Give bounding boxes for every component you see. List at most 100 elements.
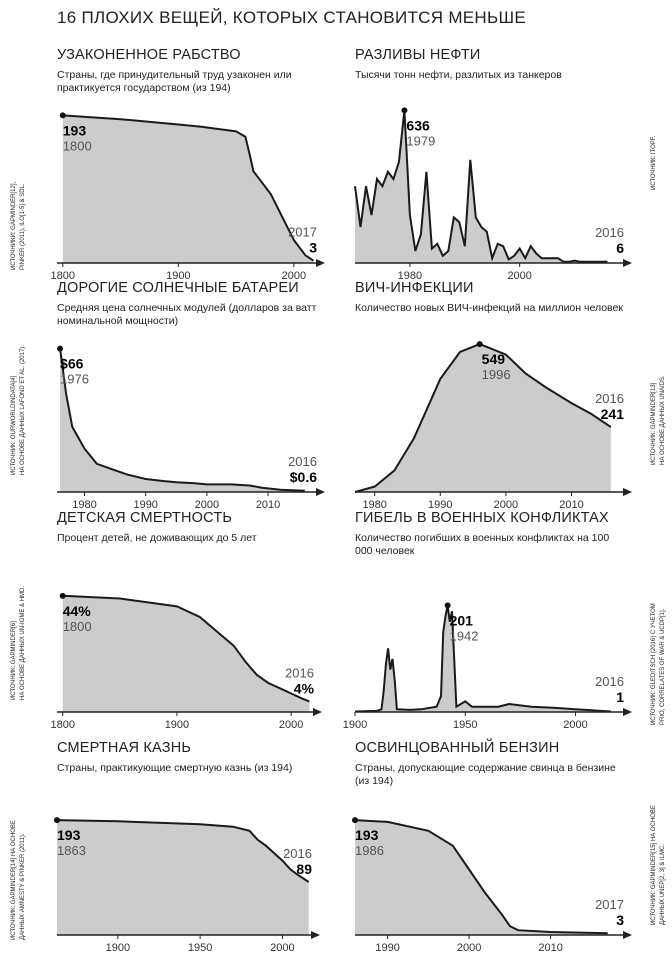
source-note: НА ОСНОВЕ ДАННЫХ LAFOND ET AL. (2017). [20,345,26,475]
chart-title: РАЗЛИВЫ НЕФТИ [355,47,481,63]
source-note: ИСТОЧНИКИ: GAPMINDER[12], [11,181,17,270]
chart-title: ДЕТСКАЯ СМЕРТНОСТЬ [57,510,233,526]
x-tick-label: 2000 [563,719,587,731]
area-fill [60,348,305,492]
start-point [59,592,66,599]
chart-title: ВИЧ-ИНФЕКЦИИ [355,280,474,296]
start-value: 44% [63,603,92,619]
x-tick-label: 1900 [106,942,130,954]
source-note: НА ОСНОВЕ ДАННЫХ UNAIDS. [660,375,666,465]
x-tick-label: 2010 [538,942,562,954]
start-year: 1863 [57,843,86,858]
end-value: 1 [616,689,624,705]
x-tick-label: 2010 [559,499,583,511]
start-value: 636 [406,117,430,133]
x-tick-label: 2010 [256,499,280,511]
end-year: 2016 [288,454,317,469]
x-tick-label: 1900 [343,719,367,731]
series-line [62,594,310,703]
end-value: 3 [616,912,624,928]
end-year: 2017 [595,897,624,912]
chart-subtitle: Количество погибших в военных конфликтах… [355,532,610,557]
source-note: PINKER (2011), ILO[1-5] & SDL. [20,183,26,270]
start-point [476,341,483,348]
x-tick-label: 1980 [362,499,386,511]
start-point [352,817,358,824]
chart-subtitle: Страны, практикующие смертную казнь (из … [57,762,293,774]
start-year: 1942 [450,628,479,643]
start-year: 1800 [63,138,92,153]
axis-arrow [623,931,632,939]
x-tick-label: 1950 [453,719,477,731]
series-line [354,819,608,935]
chart-title: ГИБЕЛЬ В ВОЕННЫХ КОНФЛИКТАХ [355,510,609,526]
chart-title: ОСВИНЦОВАННЫЙ БЕНЗИН [355,740,560,756]
series-line [354,605,611,713]
x-tick-label: 1990 [375,942,399,954]
x-tick-label: 1800 [51,270,75,282]
axis-arrow [316,259,325,267]
x-tick-label: 2000 [282,270,306,282]
start-point [54,817,60,824]
x-tick-label: 1800 [50,719,74,731]
main-title: 16 ПЛОХИХ ВЕЩЕЙ, КОТОРЫХ СТАНОВИТСЯ МЕНЬ… [57,8,526,27]
series-line [62,114,315,262]
start-value: 193 [63,122,87,138]
area-fill [355,110,608,264]
source-note: НА ОСНОВЕ ДАННЫХ UN-IGME & HMD. [20,585,26,700]
start-value: $66 [60,356,84,372]
x-tick-label: 2000 [195,499,219,511]
chart-title: УЗАКОНЕННОЕ РАБСТВО [57,47,241,63]
area-fill [355,605,611,712]
chart-subtitle: Страны, допускающие содержание свинца в … [355,762,616,787]
source-note: ИСТОЧНИК: OURWORLDINDATA[4] [11,375,17,475]
chart-subtitle: Процент детей, не доживающих до 5 лет [57,532,257,544]
source-note: ИСТОЧНИК: GAPMINDER[6] [11,621,17,700]
end-year: 2016 [285,665,314,680]
end-value: 241 [601,406,625,422]
start-year: 1800 [63,619,92,634]
area-fill [57,820,309,935]
end-value: 89 [296,861,312,877]
source-note: ИСТОЧНИК: GAPMINDER[13] [651,382,657,465]
x-tick-label: 1900 [165,719,189,731]
x-tick-label: 1900 [166,270,190,282]
area-fill [355,820,608,935]
area-fill [62,115,314,264]
end-year: 2016 [595,225,624,240]
axis-arrow [313,708,322,716]
chart-subtitle: Количество новых ВИЧ-инфекций на миллион… [355,302,623,314]
area-fill [355,344,611,492]
end-year: 2016 [595,674,624,689]
axis-arrow [316,488,325,496]
chart-title: ДОРОГИЕ СОЛНЕЧНЫЕ БАТАРЕИ [57,280,299,296]
x-tick-label: 2000 [279,719,303,731]
end-year: 2016 [595,391,624,406]
x-tick-label: 2000 [507,270,531,282]
start-point [57,345,64,352]
start-point [444,602,451,609]
source-note: PRIO, CORRELATES OF WAR & UCDP[1]. [660,608,666,725]
end-value: 3 [309,240,317,256]
series-line [56,819,310,883]
chart-subtitle: Страны, где принудительный труд узаконен… [57,69,292,94]
source-note: ИСТОЧНИК: GAPMINDER[15] НА ОСНОВЕ [651,805,657,925]
end-year: 2016 [283,846,312,861]
axis-arrow [623,708,632,716]
start-value: 201 [450,612,474,628]
axis-arrow [623,259,632,267]
axis-arrow [623,488,632,496]
source-note: ДАННЫХ UNEP[2, 3] & ILMC. [660,843,666,925]
end-value: $0.6 [290,469,317,485]
start-year: 1979 [406,133,435,148]
series-line [354,110,608,263]
x-tick-label: 1990 [428,499,452,511]
end-value: 6 [616,240,624,256]
end-value: 4% [294,680,315,696]
source-note: ИСТОЧНИК: ITOPF. [651,135,657,190]
